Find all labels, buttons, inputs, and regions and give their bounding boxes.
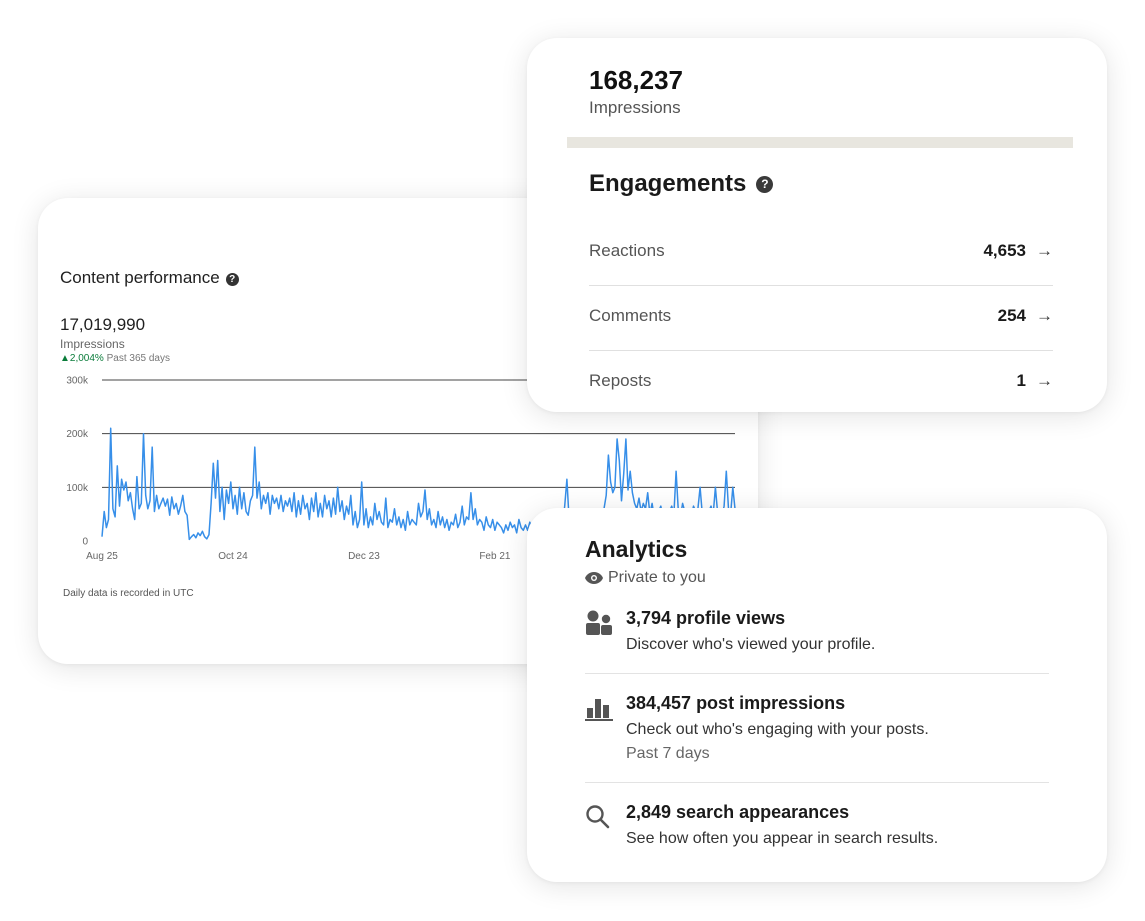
help-icon[interactable]: ?: [756, 176, 774, 193]
engagement-label: Comments: [589, 306, 672, 325]
privacy-note: Private to you: [585, 569, 706, 587]
utc-footnote: Daily data is recorded in UTC: [63, 588, 194, 599]
analytics-card: Analytics Private to you 3,794 profile v…: [527, 508, 1107, 882]
y-tick-label: 100k: [66, 483, 89, 494]
section-divider: [567, 137, 1073, 148]
help-icon[interactable]: ?: [225, 273, 239, 286]
content-performance-title: Content performance?: [60, 268, 239, 288]
analytics-description: Check out who's engaging with your posts…: [626, 721, 929, 738]
engagement-value: 4,653 →: [983, 241, 1053, 260]
analytics-item-post-impressions[interactable]: 384,457 post impressions Check out who's…: [585, 693, 1049, 773]
impressions-total: 168,237: [589, 65, 683, 95]
x-tick-label: Aug 25: [86, 551, 118, 562]
impressions-label: Impressions: [589, 98, 681, 117]
analytics-headline: 3,794 profile views: [626, 608, 786, 628]
growth-percent: 2,004%: [69, 353, 104, 364]
engagement-row-comments[interactable]: Comments 254 →: [589, 285, 1053, 351]
engagements-title: Engagements?: [589, 170, 774, 198]
search-icon: [586, 805, 610, 829]
growth-period: Past 365 days: [106, 353, 170, 364]
engagement-label: Reposts: [589, 371, 652, 390]
analytics-description: See how often you appear in search resul…: [626, 830, 939, 847]
total-impressions-label: Impressions: [60, 337, 125, 351]
engagements-card: 168,237 Impressions Engagements? Reactio…: [527, 38, 1107, 412]
engagement-value: 1 →: [1016, 371, 1053, 390]
y-tick-label: 200k: [66, 429, 89, 440]
bar-chart-icon: [585, 699, 613, 721]
y-tick-label: 0: [82, 537, 88, 548]
x-tick-label: Feb 21: [479, 551, 511, 562]
analytics-period: Past 7 days: [626, 745, 710, 762]
y-tick-label: 300k: [66, 376, 89, 387]
analytics-headline: 384,457 post impressions: [626, 693, 846, 713]
arrow-right-icon: →: [1036, 241, 1053, 260]
arrow-right-icon: →: [1036, 306, 1053, 325]
analytics-item-profile-views[interactable]: 3,794 profile views Discover who's viewe…: [585, 608, 1049, 664]
analytics-divider: [585, 673, 1049, 674]
analytics-item-search-appearances[interactable]: 2,849 search appearances See how often y…: [585, 802, 1049, 858]
analytics-headline: 2,849 search appearances: [626, 802, 850, 822]
analytics-description: Discover who's viewed your profile.: [626, 636, 876, 653]
engagement-value: 254 →: [997, 306, 1053, 325]
engagement-row-reposts[interactable]: Reposts 1 →: [589, 350, 1053, 412]
x-tick-label: Oct 24: [218, 551, 248, 562]
engagement-row-reactions[interactable]: Reactions 4,653 →: [589, 220, 1053, 286]
total-impressions-value: 17,019,990: [60, 315, 146, 334]
growth-indicator: ▲2,004% Past 365 days: [60, 353, 170, 364]
analytics-title: Analytics: [585, 536, 688, 562]
eye-icon: [585, 572, 603, 584]
people-icon: [586, 610, 612, 635]
arrow-right-icon: →: [1036, 371, 1053, 390]
growth-up-icon: ▲: [60, 353, 70, 364]
analytics-divider: [585, 782, 1049, 783]
engagement-label: Reactions: [589, 241, 665, 260]
x-tick-label: Dec 23: [348, 551, 380, 562]
impressions-series-line: [101, 427, 736, 541]
